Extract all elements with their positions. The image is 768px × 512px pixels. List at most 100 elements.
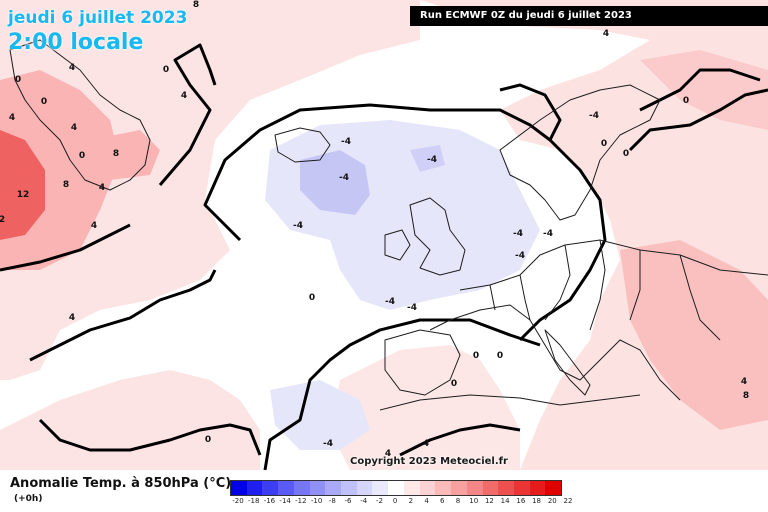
contour-label: 4 xyxy=(71,123,77,133)
contour-label: 0 xyxy=(601,139,607,149)
scale-swatch xyxy=(513,481,530,495)
scale-tick-label: 12 xyxy=(484,497,494,505)
scale-swatch xyxy=(246,481,263,495)
variable-title: Anomalie Temp. à 850hPa (°C) xyxy=(10,476,232,491)
scale-swatch xyxy=(262,481,279,495)
scale-swatch xyxy=(356,481,373,495)
contour-label: -4 xyxy=(323,439,333,449)
contour-label: 0 xyxy=(451,379,457,389)
scale-tick-label: 20 xyxy=(547,497,557,505)
map-canvas: 8 0 4 0 4 0 4 4 0 8 12 8 4 4 2 4 -4 -4 -… xyxy=(0,0,768,470)
scale-tick-label: 0 xyxy=(392,497,398,505)
contour-label: 0 xyxy=(473,351,479,361)
temperature-anomaly-map: 8 0 4 0 4 0 4 4 0 8 12 8 4 4 2 4 -4 -4 -… xyxy=(0,0,768,470)
scale-tick-label: -6 xyxy=(344,497,352,505)
scale-tick-label: -8 xyxy=(328,497,336,505)
contour-label: 4 xyxy=(603,29,609,39)
scale-tick-label: -20 xyxy=(232,497,244,505)
scale-tick-label: 8 xyxy=(455,497,461,505)
contour-label: 0 xyxy=(683,96,689,106)
contour-label: 4 xyxy=(741,377,747,387)
scale-swatch xyxy=(278,481,294,495)
scale-swatch xyxy=(372,481,389,495)
contour-label: -4 xyxy=(341,137,351,147)
scale-tick-label: 22 xyxy=(563,497,573,505)
scale-tick-label: -12 xyxy=(295,497,307,505)
contour-label: -4 xyxy=(543,229,553,239)
scale-tick-label: 2 xyxy=(408,497,414,505)
warm-anomaly-areas xyxy=(0,0,768,470)
zero-contours xyxy=(0,43,768,470)
scale-tick-label: -16 xyxy=(263,497,276,505)
contour-label: 8 xyxy=(63,180,69,190)
contour-label: 2 xyxy=(0,215,5,225)
contour-label: 0 xyxy=(15,75,21,85)
contour-label: 0 xyxy=(497,351,503,361)
scale-swatch xyxy=(231,481,247,495)
contour-label: 4 xyxy=(9,113,15,123)
scale-tick-label: 16 xyxy=(516,497,526,505)
contour-label: -4 xyxy=(385,297,395,307)
scale-tick-label: -14 xyxy=(279,497,291,505)
contour-label: 0 xyxy=(309,293,315,303)
color-swatches xyxy=(230,480,562,496)
contour-label: 4 xyxy=(181,91,187,101)
scale-swatch xyxy=(529,481,546,495)
legend-panel: Anomalie Temp. à 850hPa (°C) (+0h) -20 -1… xyxy=(0,470,768,512)
cool-anomaly-areas xyxy=(265,120,540,450)
contour-label: 8 xyxy=(113,149,119,159)
scale-tick-label: 4 xyxy=(424,497,429,505)
scale-swatch xyxy=(419,481,436,495)
contour-label: 0 xyxy=(205,435,211,445)
contour-label: 4 xyxy=(69,313,75,323)
scale-swatch xyxy=(545,481,562,495)
scale-swatch xyxy=(388,481,404,495)
scale-swatch xyxy=(482,481,499,495)
run-info-banner: Run ECMWF 0Z du jeudi 6 juillet 2023 xyxy=(410,6,768,26)
contour-label: 4 xyxy=(91,221,97,231)
contour-label: -4 xyxy=(293,221,303,231)
copyright-notice: Copyright 2023 Meteociel.fr xyxy=(350,456,508,467)
scale-tick-label: -18 xyxy=(247,497,260,505)
scale-ticks: -20 -18 -16 -14 -12 -10 -8 -6 -4 -2 0 2 4 6 8 10 12 14 16 1… xyxy=(230,497,572,507)
scale-swatch xyxy=(498,481,514,495)
scale-swatch xyxy=(451,481,467,495)
contour-label: 0 xyxy=(163,65,169,75)
contour-label: -4 xyxy=(515,251,525,261)
contour-label: 0 xyxy=(623,149,629,159)
valid-time: 2:00 locale xyxy=(8,30,144,55)
contour-label: 12 xyxy=(17,190,30,200)
contour-label: 8 xyxy=(193,0,199,10)
scale-tick-label: -2 xyxy=(375,497,383,505)
contour-label: -4 xyxy=(427,155,437,165)
color-scale: -20 -18 -16 -14 -12 -10 -8 -6 -4 -2 0 2 4 6 8 10 12 14 16 1… xyxy=(230,480,572,508)
scale-tick-label: -4 xyxy=(360,497,368,505)
scale-tick-label: 10 xyxy=(469,497,479,505)
lead-time: (+0h) xyxy=(14,494,43,504)
scale-swatch xyxy=(435,481,452,495)
contour-label: -4 xyxy=(407,303,417,313)
contour-label: -4 xyxy=(513,229,523,239)
scale-swatch xyxy=(403,481,420,495)
scale-tick-label: 18 xyxy=(532,497,542,505)
contour-label: 0 xyxy=(41,97,47,107)
contour-label: 4 xyxy=(385,449,391,459)
coastlines xyxy=(9,39,768,411)
contour-label: 0 xyxy=(79,151,85,161)
scale-tick-label: 6 xyxy=(440,497,445,505)
scale-swatch xyxy=(293,481,310,495)
scale-tick-label: 14 xyxy=(500,497,510,505)
contour-label: -4 xyxy=(589,111,599,121)
scale-swatch xyxy=(309,481,326,495)
contour-label: 8 xyxy=(743,391,749,401)
scale-swatch xyxy=(325,481,342,495)
scale-tick-label: -10 xyxy=(310,497,323,505)
scale-swatch xyxy=(466,481,483,495)
scale-swatch xyxy=(341,481,357,495)
valid-date: jeudi 6 juillet 2023 xyxy=(8,8,188,28)
contour-labels: 8 0 4 0 4 0 4 4 0 8 12 8 4 4 2 4 -4 -4 -… xyxy=(0,0,749,459)
contour-label: 4 xyxy=(69,63,75,73)
contour-label: 4 xyxy=(423,439,429,449)
contour-label: -4 xyxy=(339,173,349,183)
contour-label: 4 xyxy=(99,183,105,193)
